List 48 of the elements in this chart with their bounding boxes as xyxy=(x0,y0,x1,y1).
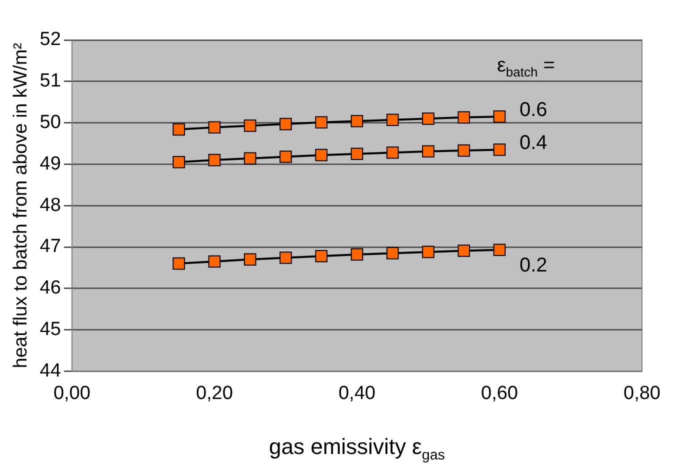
point xyxy=(458,111,470,124)
point xyxy=(315,250,328,262)
y-tick-label: 50 xyxy=(40,112,61,134)
point xyxy=(493,244,506,256)
point xyxy=(386,146,399,159)
point xyxy=(493,144,506,156)
y-tick-label: 48 xyxy=(40,194,61,216)
point xyxy=(172,257,185,270)
y-tick-label: 47 xyxy=(40,236,61,258)
point xyxy=(280,118,292,130)
point xyxy=(244,152,256,165)
y-tick-label: 51 xyxy=(40,70,61,92)
point xyxy=(350,148,364,160)
y-tick-label: 52 xyxy=(40,29,61,50)
point xyxy=(350,114,364,128)
point xyxy=(386,114,399,126)
series-label: 0.2 xyxy=(519,254,548,276)
series-label: 0.4 xyxy=(519,132,548,154)
point xyxy=(172,123,185,136)
x-tick-label: 0,80 xyxy=(624,382,660,404)
y-tick-label: 49 xyxy=(40,153,61,174)
point xyxy=(208,121,221,134)
y-tick-label: 46 xyxy=(40,278,61,299)
point xyxy=(315,148,328,162)
x-tick-label: 0,20 xyxy=(196,382,233,404)
x-tick-label: 0,60 xyxy=(480,382,518,404)
point xyxy=(315,116,328,129)
point xyxy=(493,110,506,123)
x-tick-label: 0,40 xyxy=(338,382,376,404)
y-tick-label: 45 xyxy=(40,319,61,340)
point xyxy=(422,112,434,125)
point xyxy=(458,244,470,257)
point xyxy=(422,145,434,158)
x-tick-label: 0,00 xyxy=(53,382,90,404)
point xyxy=(244,120,256,132)
point xyxy=(244,253,256,266)
point xyxy=(172,156,185,168)
point xyxy=(280,150,292,163)
y-tick-label: 44 xyxy=(40,360,62,382)
point xyxy=(350,248,364,261)
series-label: 0.6 xyxy=(519,99,548,122)
point xyxy=(458,144,470,157)
point xyxy=(386,247,399,260)
y-axis-title: heat flux to batch from above in kW/m² xyxy=(10,42,32,368)
point xyxy=(422,246,434,258)
point xyxy=(280,252,292,264)
point xyxy=(208,255,221,268)
point xyxy=(208,154,221,166)
